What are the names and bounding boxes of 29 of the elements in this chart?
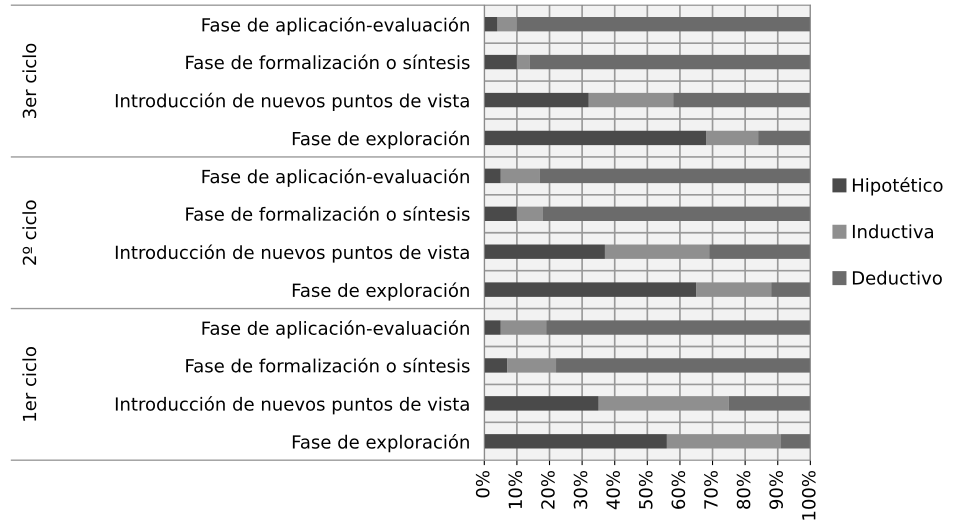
y-tick-label: Fase de aplicación-evaluación <box>202 168 469 187</box>
y-tick-label: Fase de formalización o síntesis <box>186 358 470 373</box>
x-tick-label: 20% <box>541 470 555 509</box>
x-tick-label: 0% <box>476 470 490 498</box>
x-tick-label: 90% <box>769 470 783 509</box>
x-tick-label: 30% <box>574 470 588 509</box>
legend-label: Inductiva <box>852 224 933 238</box>
x-tick-label: 80% <box>736 470 750 509</box>
y-tick-label: Fase de formalización o síntesis <box>186 54 470 70</box>
x-tick-label: 10% <box>508 470 522 508</box>
y-tick-label: Fase de aplicación-evaluación <box>202 16 469 36</box>
x-tick-label: 50% <box>638 470 653 509</box>
y-tick-label: Introducción de nuevos puntos de vista <box>116 92 469 111</box>
y-tick-label: Fase de exploración <box>292 434 469 452</box>
x-tick-label: 40% <box>606 470 620 510</box>
legend-label: Deductivo <box>852 270 942 285</box>
y-tick-label: Fase de exploración <box>292 130 469 149</box>
y-tick-label: Introducción de nuevos puntos de vista <box>116 244 469 263</box>
text: 1er ciclo <box>22 347 36 421</box>
x-tick-label: 60% <box>672 470 686 509</box>
text: 2º ciclo <box>22 200 36 265</box>
y-tick-label: Fase de exploración <box>292 282 469 301</box>
x-tick-label: 70% <box>704 470 718 509</box>
y-tick-label: Fase de formalización o síntesis <box>186 206 470 221</box>
y-tick-label: Introducción de nuevos puntos de vista <box>116 396 469 414</box>
y-tick-label: Fase de aplicación-evaluación <box>202 320 469 339</box>
x-tick-label: 100% <box>802 470 816 520</box>
text: 3er ciclo <box>22 44 36 118</box>
legend-label: Hipotético <box>852 177 943 196</box>
